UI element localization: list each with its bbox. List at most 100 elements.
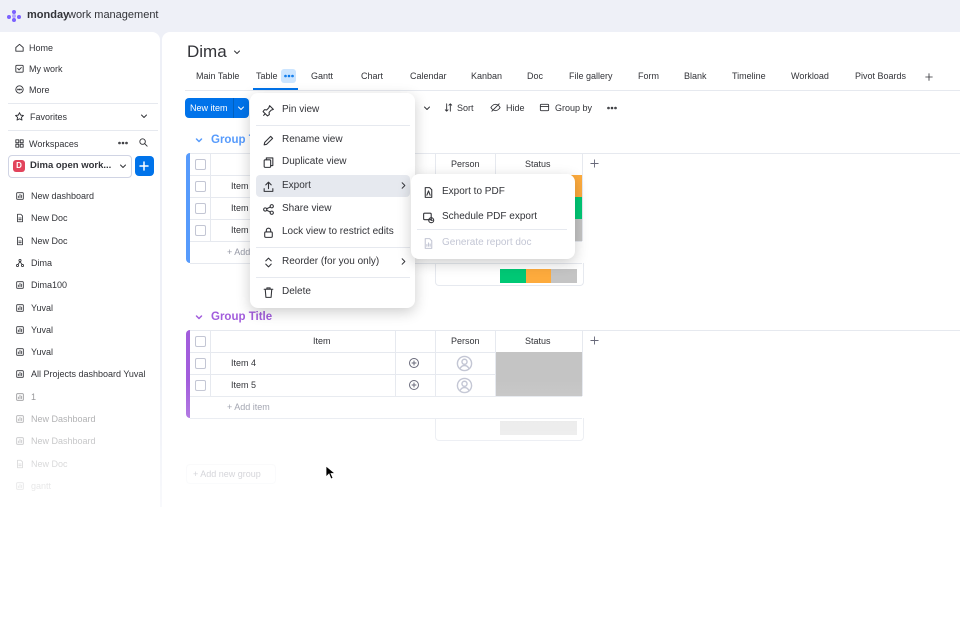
icon-shape	[424, 238, 433, 249]
board-item[interactable]: Yuval	[31, 324, 54, 335]
icon-shape	[423, 212, 432, 221]
board-item[interactable]: Yuval	[31, 302, 54, 313]
add-item[interactable]: + Add	[227, 247, 251, 257]
favorites[interactable]: Favorites	[30, 112, 68, 122]
column-header: Person	[451, 336, 480, 346]
tab[interactable]: Form	[638, 71, 659, 81]
menu-item[interactable]: Rename view	[282, 134, 343, 145]
tab[interactable]: File gallery	[569, 71, 613, 81]
menu-item[interactable]: Reorder (for you only)	[282, 256, 380, 267]
item-name[interactable]: Item 5	[231, 380, 257, 390]
icon-shape	[16, 281, 24, 289]
icon-shape	[459, 386, 470, 392]
menu-icon	[423, 212, 435, 224]
nav-item[interactable]: More	[29, 85, 50, 95]
column-header: Person	[451, 159, 480, 169]
icon-shape	[263, 159, 272, 168]
checkbox[interactable]	[195, 336, 206, 347]
new-item-button[interactable]: New item	[185, 98, 249, 118]
checkbox[interactable]	[195, 159, 206, 170]
checkbox[interactable]	[195, 380, 206, 391]
tab[interactable]: Chart	[361, 71, 384, 81]
status-cell[interactable]	[496, 374, 582, 396]
menu-item[interactable]: Lock view to restrict edits	[282, 226, 394, 237]
toolbar-button[interactable]: Group by	[555, 103, 593, 113]
workspaces-menu	[118, 141, 128, 145]
toolbar-button[interactable]: Sort	[457, 103, 474, 113]
menu-item[interactable]: Schedule PDF export	[442, 211, 538, 222]
menu-item[interactable]: Pin view	[282, 104, 320, 115]
tab[interactable]: Workload	[791, 71, 829, 81]
submenu-arrow	[401, 258, 406, 265]
icon-shape	[17, 372, 23, 377]
board-icon	[16, 326, 24, 334]
tab[interactable]: Kanban	[471, 71, 503, 81]
icon-shape	[17, 439, 23, 444]
board-icon	[17, 214, 23, 223]
board-item[interactable]: New Doc	[31, 213, 68, 224]
board-item[interactable]: New Doc	[31, 235, 68, 246]
board-item[interactable]: New dashboard	[31, 191, 95, 201]
board-item[interactable]: Dima100	[31, 280, 68, 291]
workspace-selector[interactable]: D Dima open work...	[8, 155, 132, 178]
icon-shape	[195, 138, 203, 143]
menu-icon	[263, 157, 274, 168]
icon-shape	[18, 240, 22, 243]
tab[interactable]: Blank	[684, 71, 707, 81]
favorites-icon	[15, 112, 24, 121]
menu-icon	[263, 204, 274, 215]
board-item[interactable]: All Projects dashboard Yuval	[31, 369, 146, 380]
status-cell[interactable]	[496, 352, 582, 374]
board-item[interactable]: Dima	[31, 257, 53, 268]
menu-item[interactable]: Delete	[282, 286, 311, 297]
icon-shape	[444, 103, 453, 112]
icon-shape	[18, 88, 21, 91]
workspaces[interactable]: Workspaces	[29, 139, 79, 149]
menu-item[interactable]: Share view	[282, 203, 332, 214]
tab[interactable]: Main Table	[196, 71, 240, 81]
board-item[interactable]: New Dashboard	[31, 436, 96, 447]
board-item[interactable]: Yuval	[31, 347, 54, 358]
icon-shape	[139, 138, 146, 145]
tab[interactable]: Doc	[527, 71, 544, 81]
checkbox[interactable]	[195, 203, 206, 214]
icon-shape	[459, 364, 470, 370]
item-name[interactable]: Item	[231, 203, 249, 213]
icon-shape	[120, 164, 126, 168]
menu-item[interactable]: Duplicate view	[282, 156, 347, 167]
board-item[interactable]: New Doc	[31, 458, 68, 469]
tab[interactable]: Timeline	[732, 71, 766, 81]
tab[interactable]: Pivot Boards	[855, 71, 907, 81]
nav-item[interactable]: Home	[29, 43, 54, 53]
checkbox[interactable]	[195, 225, 206, 236]
group-title[interactable]: Group T	[211, 134, 256, 146]
add-button[interactable]	[135, 156, 154, 176]
item-name[interactable]: Item	[231, 181, 249, 191]
tab-menu-button[interactable]	[281, 69, 296, 83]
add-group-button[interactable]: + Add new group	[186, 464, 276, 484]
menu-icon	[424, 187, 433, 198]
checkbox[interactable]	[195, 181, 206, 192]
tab-active[interactable]: Table	[256, 71, 278, 81]
toolbar-button[interactable]: Hide	[506, 103, 525, 113]
nav-item[interactable]: My work	[29, 64, 63, 74]
add-item[interactable]: + Add item	[227, 402, 270, 412]
icon-shape	[263, 113, 266, 116]
brand-logo	[6, 9, 22, 23]
checkbox[interactable]	[195, 358, 206, 369]
tab[interactable]: Calendar	[410, 71, 447, 81]
menu-item[interactable]: Export to PDF	[442, 186, 505, 197]
board-icon	[17, 236, 23, 245]
icon-shape	[16, 303, 24, 312]
board-item[interactable]: gantt	[31, 480, 52, 491]
icon-shape	[15, 85, 24, 94]
item-name[interactable]: Item 4	[231, 358, 257, 368]
group-title[interactable]: Group Title	[211, 311, 273, 323]
icon-shape	[17, 236, 23, 245]
menu-item[interactable]: Export	[282, 180, 311, 191]
board-item[interactable]: New Dashboard	[31, 414, 96, 424]
item-name[interactable]: Item	[231, 225, 249, 235]
brand-product: work management	[68, 9, 159, 21]
board-item[interactable]: 1	[31, 391, 37, 402]
tab[interactable]: Gantt	[311, 71, 334, 81]
